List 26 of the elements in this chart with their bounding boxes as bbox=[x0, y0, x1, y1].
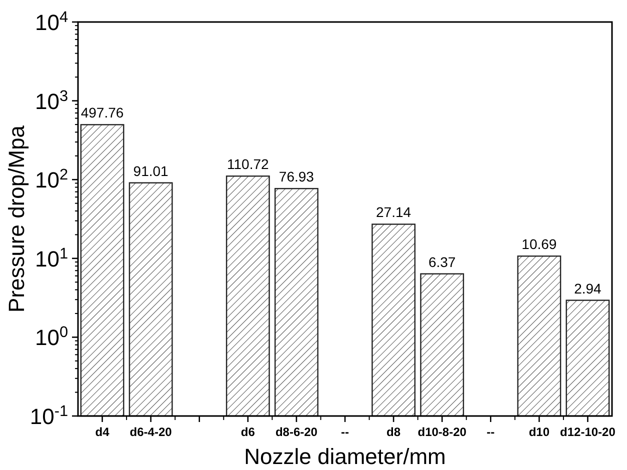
y-tick-label: 10$^{4}$ bbox=[34, 8, 68, 35]
y-axis-title: Pressure drop/Mpa bbox=[4, 124, 29, 313]
y-tick-label: 10$^{0}$ bbox=[34, 324, 68, 350]
x-tick-label: -- bbox=[486, 425, 495, 439]
y-tick-label: 10$^{2}$ bbox=[34, 166, 68, 193]
y-tick-label: 10$^{-1}$ bbox=[30, 402, 68, 429]
x-tick-label: d10 bbox=[528, 425, 550, 439]
x-tick-label: d12-10-20 bbox=[560, 425, 616, 439]
x-tick-label: d8-6-20 bbox=[275, 425, 318, 439]
x-tick-label: d10-8-20 bbox=[418, 425, 467, 439]
data-label: 91.01 bbox=[133, 162, 169, 179]
data-label: 27.14 bbox=[376, 204, 412, 220]
x-tick-label: d6 bbox=[240, 425, 256, 439]
x-tick-label: -- bbox=[341, 425, 349, 439]
data-label: 497.76 bbox=[80, 104, 124, 121]
data-label: 2.94 bbox=[574, 280, 602, 296]
x-tick-label: d4 bbox=[95, 425, 110, 439]
x-axis-title: Nozzle diameter/mm bbox=[244, 444, 446, 469]
data-label: 76.93 bbox=[278, 168, 314, 185]
x-tick-label: d6-4-20 bbox=[130, 425, 172, 439]
x-tick-label: d8 bbox=[386, 425, 401, 439]
y-tick-label: 10$^{3}$ bbox=[34, 87, 68, 114]
y-tick-label: 10$^{1}$ bbox=[34, 244, 68, 272]
data-label: 110.72 bbox=[227, 156, 270, 172]
data-label: 10.69 bbox=[522, 236, 557, 252]
data-label: 6.37 bbox=[428, 254, 456, 270]
